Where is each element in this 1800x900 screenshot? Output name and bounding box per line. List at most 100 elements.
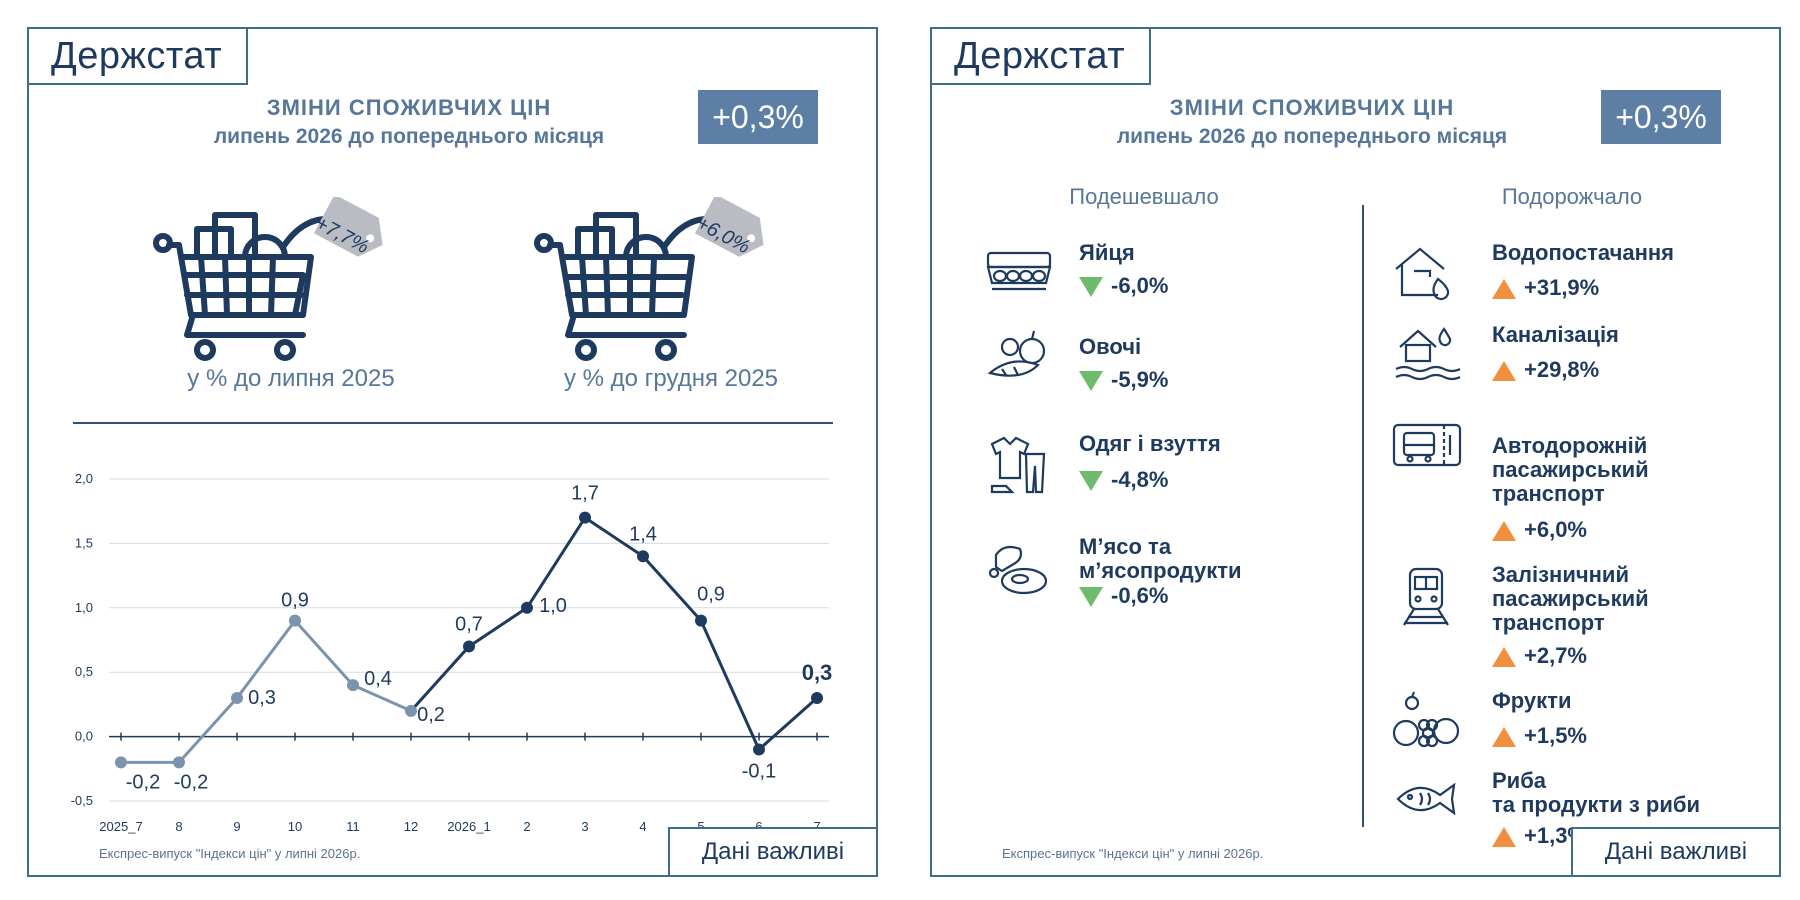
series-segment [757,696,819,751]
fish-icon [1396,782,1456,816]
data-label: 0,9 [697,584,725,606]
data-important-button-right[interactable]: Дані важливі [1571,827,1781,877]
headline-badge-right: +0,3% [1601,90,1721,144]
item-label-fish: Риба та продукти з риби [1492,768,1701,817]
x-tick-label: 7 [813,819,820,834]
item-label-water-supply: Водопостачання [1492,240,1674,265]
series-segment [641,554,703,623]
y-tick-label: 0,5 [75,664,93,679]
y-tick-label: 1,5 [75,535,93,550]
down-triangle-icon [1079,587,1103,608]
value-text: +31,9% [1524,275,1600,300]
x-tick-label: 2 [523,819,530,834]
data-point [289,614,301,627]
shopping-cart-icon-2: +6,0% [534,197,764,361]
x-tick-label: 6 [755,819,762,834]
item-label-clothing: Одяг і взуття [1079,431,1221,456]
data-label: 0,9 [281,590,309,612]
item-value-road-transport: +6,0% [1492,517,1587,543]
water-supply-icon [1395,247,1450,301]
data-label: 1,4 [629,523,657,545]
data-point [347,679,359,692]
up-triangle-icon [1492,827,1516,848]
column-divider [1362,205,1364,827]
separator-line [73,422,833,424]
x-tick-label: 5 [697,819,704,834]
data-point [405,704,417,717]
item-value-rail-transport: +2,7% [1492,643,1587,669]
series-segment [293,619,355,687]
y-tick-label: 2,0 [75,471,93,486]
x-tick-label: 10 [288,819,302,834]
data-point [231,691,243,704]
data-point [521,601,533,614]
down-triangle-icon [1079,471,1103,492]
item-label-sewage: Каналізація [1492,322,1619,347]
bus-ticket-icon [1392,423,1462,467]
series-segment [699,619,761,751]
value-text: +29,8% [1524,357,1600,382]
up-triangle-icon [1492,361,1516,382]
data-important-button[interactable]: Дані важливі [668,827,878,877]
x-tick-label: 9 [233,819,240,834]
value-text: +2,7% [1524,643,1587,668]
down-triangle-icon [1079,371,1103,392]
item-value-sewage: +29,8% [1492,357,1599,383]
data-label: 0,2 [417,704,445,726]
item-value-water-supply: +31,9% [1492,275,1599,301]
panel-title-right: ЗМІНИ СПОЖИВЧИХ ЦІН [1169,95,1455,120]
data-label: -0,2 [174,771,208,793]
item-label-rail-transport: Залізничний пасажирський транспорт [1492,562,1649,635]
x-tick-label: 3 [581,819,588,834]
item-label-fruit: Фрукти [1492,688,1572,713]
x-tick-label: 11 [346,819,360,834]
y-tick-label: 1,0 [75,600,93,615]
data-label: 1,0 [539,595,567,617]
y-tick-label: -0,5 [71,793,93,808]
sewage-icon [1395,327,1461,381]
brand-logo-right: Держстат [930,27,1151,85]
up-triangle-icon [1492,647,1516,668]
item-label-meat: М’ясо та м’ясопродукти [1079,534,1242,583]
value-text: +6,0% [1524,517,1587,542]
shopping-cart-icon: +7,7% [153,197,383,361]
value-text: +1,5% [1524,723,1587,748]
item-value-fruit: +1,5% [1492,723,1587,749]
fruit-icon [1392,691,1460,748]
series-segment [409,644,471,713]
data-point [115,756,127,769]
data-label: 1,7 [571,483,599,505]
data-point [695,614,707,627]
data-point [753,743,765,756]
train-icon [1403,567,1449,626]
data-label: 0,3 [248,687,276,709]
x-tick-label: 2025_7 [99,819,142,834]
cart1-caption: у % до липня 2025 [187,365,395,392]
item-value-vegetables: -5,9% [1079,367,1168,393]
vegetables-icon [987,330,1046,377]
data-point [579,511,591,524]
series-segment [525,516,587,610]
series-segment [235,619,297,700]
data-label: 0,3 [802,660,833,685]
value-text: -6,0% [1111,273,1169,298]
series-segment [583,516,645,558]
data-label: -0,1 [742,760,776,782]
panel-subtitle: липень 2026 до попереднього місяця [213,125,605,148]
eggs-icon [986,251,1052,291]
data-label: -0,2 [126,771,160,793]
item-label-road-transport: Автодорожній пасажирський транспорт [1492,433,1649,506]
panel-title: ЗМІНИ СПОЖИВЧИХ ЦІН [266,95,552,120]
value-text: -5,9% [1111,367,1169,392]
footer-note-right: Експрес-випуск "Індекси цін" у липні 202… [1002,846,1264,861]
value-text: -4,8% [1111,467,1169,492]
left-panel: Держстат ЗМІНИ СПОЖИВЧИХ ЦІН липень 2026… [27,27,878,877]
data-point [811,691,823,704]
meat-icon [988,545,1048,595]
item-value-clothing: -4,8% [1079,467,1168,493]
right-panel: Держстат ЗМІНИ СПОЖИВЧИХ ЦІН липень 2026… [930,27,1781,877]
up-triangle-icon [1492,279,1516,300]
clothing-icon [990,436,1046,494]
series-segment [177,696,239,764]
value-text: -0,6% [1111,583,1169,608]
